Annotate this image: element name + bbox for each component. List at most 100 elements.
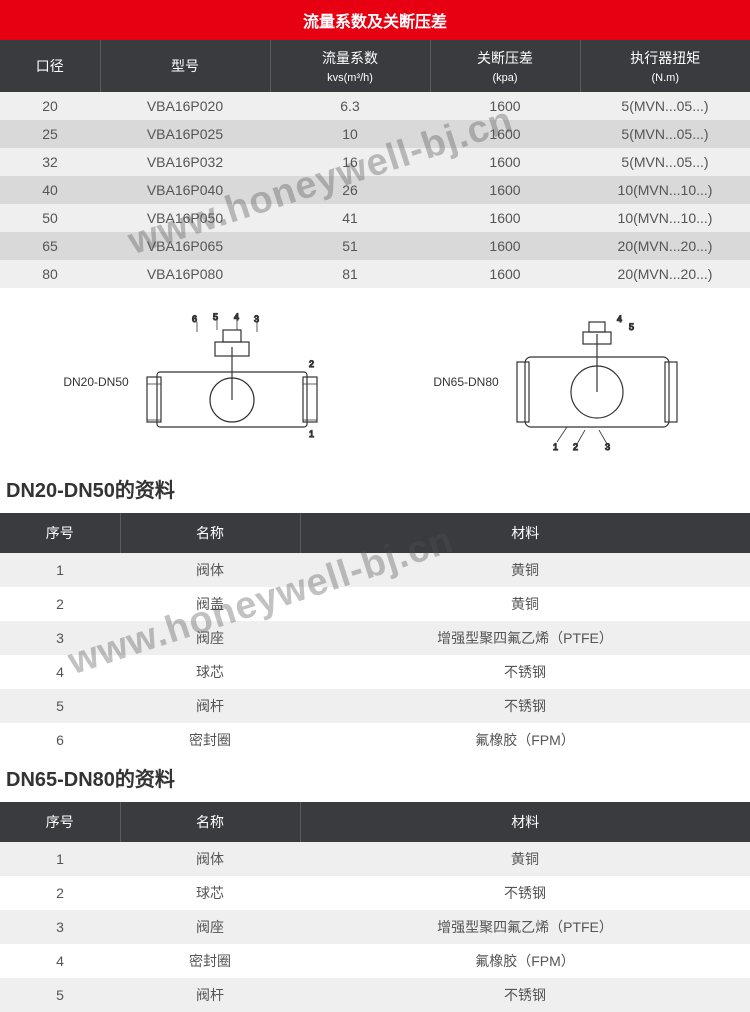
table-cell: 阀杆 (120, 689, 300, 723)
section-title-1: DN20-DN50的资料 (0, 468, 750, 513)
page-title-bar: 流量系数及关断压差 (0, 0, 750, 40)
table-cell: 2 (0, 876, 120, 910)
table-cell: 81 (270, 260, 430, 288)
table-cell: 1 (0, 842, 120, 876)
table-row: 4密封圈氟橡胶（FPM） (0, 944, 750, 978)
table-row: 1阀体黄铜 (0, 553, 750, 587)
table-cell: 40 (0, 176, 100, 204)
table-cell: VBA16P040 (100, 176, 270, 204)
table-header: 材料 (300, 513, 750, 553)
table-cell: 10(MVN...10...) (580, 176, 750, 204)
svg-text:4: 4 (234, 312, 239, 322)
svg-text:5: 5 (213, 312, 218, 322)
table-cell: 1600 (430, 204, 580, 232)
table-header: 口径 (0, 40, 100, 92)
table-cell: 20(MVN...20...) (580, 232, 750, 260)
table-cell: 3 (0, 621, 120, 655)
table-cell: 20 (0, 92, 100, 120)
table-cell: 1600 (430, 92, 580, 120)
diagram-right-label: DN65-DN80 (433, 375, 498, 389)
svg-text:2: 2 (573, 442, 578, 452)
table-cell: 80 (0, 260, 100, 288)
table-cell: 5(MVN...05...) (580, 92, 750, 120)
table-cell: 6.3 (270, 92, 430, 120)
table-cell: 1600 (430, 176, 580, 204)
svg-text:4: 4 (617, 314, 622, 324)
valve-drawing-icon: 1 2 3 4 5 (507, 312, 687, 452)
table-cell: VBA16P050 (100, 204, 270, 232)
table-cell: 65 (0, 232, 100, 260)
svg-text:3: 3 (605, 442, 610, 452)
materials-table-1: 序号名称材料 1阀体黄铜2阀盖黄铜3阀座增强型聚四氟乙烯（PTFE）4球芯不锈钢… (0, 513, 750, 757)
table-header: 执行器扭矩(N.m) (580, 40, 750, 92)
table-cell: 32 (0, 148, 100, 176)
table-cell: 黄铜 (300, 587, 750, 621)
svg-text:2: 2 (309, 359, 314, 369)
table-header: 关断压差(kpa) (430, 40, 580, 92)
table-cell: 增强型聚四氟乙烯（PTFE） (300, 621, 750, 655)
table-cell: 4 (0, 944, 120, 978)
table-cell: 阀杆 (120, 978, 300, 1012)
svg-text:1: 1 (553, 442, 558, 452)
table-cell: 2 (0, 587, 120, 621)
table-cell: 50 (0, 204, 100, 232)
table-row: 80VBA16P08081160020(MVN...20...) (0, 260, 750, 288)
table-cell: 1600 (430, 120, 580, 148)
table-cell: 10 (270, 120, 430, 148)
table-cell: 阀体 (120, 842, 300, 876)
table-cell: 不锈钢 (300, 689, 750, 723)
svg-text:1: 1 (309, 429, 314, 439)
table-cell: 5 (0, 689, 120, 723)
table-cell: 黄铜 (300, 842, 750, 876)
diagram-left-label: DN20-DN50 (63, 375, 128, 389)
table-cell: VBA16P065 (100, 232, 270, 260)
table-header: 序号 (0, 513, 120, 553)
table-cell: 阀盖 (120, 587, 300, 621)
table-cell: 10(MVN...10...) (580, 204, 750, 232)
table-cell: 不锈钢 (300, 876, 750, 910)
table-row: 3阀座增强型聚四氟乙烯（PTFE） (0, 621, 750, 655)
table-cell: VBA16P020 (100, 92, 270, 120)
table-cell: 不锈钢 (300, 655, 750, 689)
table-cell: VBA16P025 (100, 120, 270, 148)
flow-coefficient-table: 口径型号流量系数kvs(m³/h)关断压差(kpa)执行器扭矩(N.m) 20V… (0, 40, 750, 288)
table-header: 名称 (120, 802, 300, 842)
table-cell: 5(MVN...05...) (580, 148, 750, 176)
table-row: 40VBA16P04026160010(MVN...10...) (0, 176, 750, 204)
diagram-left: DN20-DN50 6 5 4 3 2 1 (63, 312, 326, 452)
table-cell: 1600 (430, 148, 580, 176)
table-cell: VBA16P032 (100, 148, 270, 176)
diagram-right: DN65-DN80 1 2 3 4 5 (433, 312, 686, 452)
table-cell: 26 (270, 176, 430, 204)
table-cell: 阀体 (120, 553, 300, 587)
table-cell: 4 (0, 655, 120, 689)
table-cell: 1 (0, 553, 120, 587)
table-cell: 球芯 (120, 655, 300, 689)
table-cell: 不锈钢 (300, 978, 750, 1012)
table-cell: 5 (0, 978, 120, 1012)
table-header: 型号 (100, 40, 270, 92)
table-cell: 密封圈 (120, 723, 300, 757)
table-cell: 3 (0, 910, 120, 944)
table-row: 50VBA16P05041160010(MVN...10...) (0, 204, 750, 232)
table-row: 1阀体黄铜 (0, 842, 750, 876)
table-cell: 16 (270, 148, 430, 176)
table-row: 6密封圈氟橡胶（FPM） (0, 723, 750, 757)
table-row: 65VBA16P06551160020(MVN...20...) (0, 232, 750, 260)
table-row: 3阀座增强型聚四氟乙烯（PTFE） (0, 910, 750, 944)
valve-diagrams: DN20-DN50 6 5 4 3 2 1 DN65-DN80 (0, 288, 750, 468)
valve-drawing-icon: 6 5 4 3 2 1 (137, 312, 327, 452)
svg-text:3: 3 (254, 314, 259, 324)
table-row: 25VBA16P0251016005(MVN...05...) (0, 120, 750, 148)
table-row: 2球芯不锈钢 (0, 876, 750, 910)
table-header: 名称 (120, 513, 300, 553)
materials-table-2: 序号名称材料 1阀体黄铜2球芯不锈钢3阀座增强型聚四氟乙烯（PTFE）4密封圈氟… (0, 802, 750, 1012)
table-header: 序号 (0, 802, 120, 842)
table-row: 4球芯不锈钢 (0, 655, 750, 689)
table-cell: 25 (0, 120, 100, 148)
table-cell: 1600 (430, 232, 580, 260)
svg-text:5: 5 (629, 322, 634, 332)
table-cell: 密封圈 (120, 944, 300, 978)
table-cell: 1600 (430, 260, 580, 288)
table-row: 20VBA16P0206.316005(MVN...05...) (0, 92, 750, 120)
